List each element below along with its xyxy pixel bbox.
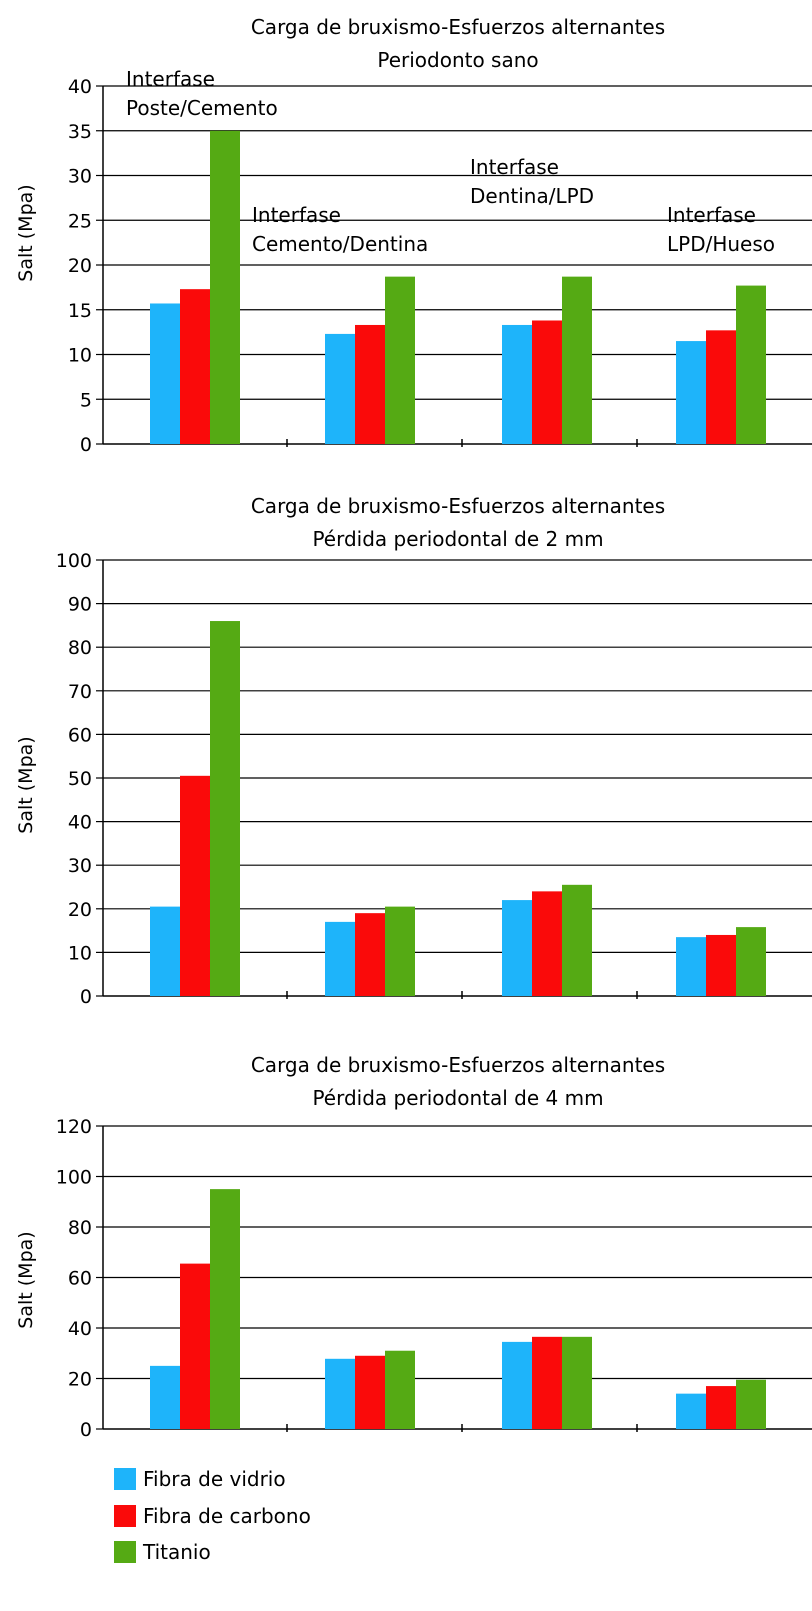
- bar-titanio: [385, 276, 415, 444]
- chart-title-line: Carga de bruxismo-Esfuerzos alternantes: [251, 494, 665, 518]
- y-tick-label: 80: [68, 1217, 92, 1239]
- y-tick-label: 100: [56, 1167, 92, 1189]
- legend-swatch: [114, 1505, 136, 1527]
- bar-titanio: [210, 130, 240, 444]
- bar-fibra-de-carbono: [532, 1336, 562, 1429]
- bar-fibra-de-vidrio: [676, 937, 706, 996]
- chart-title-line: Carga de bruxismo-Esfuerzos alternantes: [251, 1053, 665, 1077]
- bar-fibra-de-vidrio: [676, 1393, 706, 1429]
- y-axis-label: Salt (Mpa): [15, 1231, 37, 1328]
- y-tick-label: 80: [68, 637, 92, 659]
- interface-annotation: Dentina/LPD: [470, 184, 594, 208]
- bar-fibra-de-carbono: [706, 934, 736, 996]
- y-tick-label: 15: [68, 300, 92, 322]
- bar-fibra-de-vidrio: [325, 1358, 355, 1429]
- y-tick-label: 20: [68, 255, 92, 277]
- bar-titanio: [562, 1336, 592, 1429]
- interface-annotation: Interfase: [252, 203, 341, 227]
- y-tick-label: 0: [80, 1419, 92, 1441]
- bar-titanio: [736, 927, 766, 996]
- legend-swatch: [114, 1541, 136, 1563]
- bar-fibra-de-vidrio: [502, 324, 532, 444]
- bar-fibra-de-vidrio: [150, 303, 180, 444]
- legend: Fibra de vidrio Fibra de carbono Titanio: [114, 1467, 311, 1564]
- bar-titanio: [562, 884, 592, 996]
- y-tick-label: 5: [80, 389, 92, 411]
- interface-annotation: Interfase: [667, 203, 756, 227]
- interface-annotation: LPD/Hueso: [667, 232, 775, 256]
- bar-titanio: [210, 621, 240, 996]
- interface-annotation: Cemento/Dentina: [252, 232, 428, 256]
- y-tick-label: 40: [68, 1318, 92, 1340]
- bar-fibra-de-carbono: [532, 320, 562, 444]
- bar-titanio: [385, 906, 415, 996]
- interface-annotation: Interfase: [126, 67, 215, 91]
- bar-fibra-de-carbono: [180, 1263, 210, 1429]
- y-tick-label: 60: [68, 724, 92, 746]
- bar-titanio: [562, 276, 592, 444]
- bar-fibra-de-vidrio: [325, 921, 355, 996]
- chart-title-line: Pérdida periodontal de 2 mm: [312, 527, 603, 551]
- chart-title-line: Pérdida periodontal de 4 mm: [312, 1086, 603, 1110]
- bar-fibra-de-vidrio: [502, 1341, 532, 1429]
- bar-fibra-de-vidrio: [676, 341, 706, 444]
- y-tick-label: 90: [68, 594, 92, 616]
- y-tick-label: 120: [56, 1116, 92, 1138]
- y-axis-label: Salt (Mpa): [15, 736, 37, 833]
- y-tick-label: 0: [80, 434, 92, 456]
- y-tick-label: 10: [68, 942, 92, 964]
- legend-label: Titanio: [142, 1540, 211, 1564]
- interface-annotation: Interfase: [470, 155, 559, 179]
- y-tick-label: 70: [68, 681, 92, 703]
- chart-2: Carga de bruxismo-Esfuerzos alternantes P…: [15, 494, 812, 1008]
- bar-fibra-de-carbono: [180, 289, 210, 444]
- chart-title-line: Carga de bruxismo-Esfuerzos alternantes: [251, 15, 665, 39]
- bar-fibra-de-vidrio: [150, 906, 180, 996]
- y-tick-label: 60: [68, 1268, 92, 1290]
- legend-label: Fibra de vidrio: [143, 1467, 286, 1491]
- bar-fibra-de-vidrio: [150, 1365, 180, 1429]
- bar-fibra-de-carbono: [180, 775, 210, 996]
- y-tick-label: 20: [68, 1369, 92, 1391]
- y-tick-label: 25: [68, 210, 92, 232]
- bar-titanio: [210, 1189, 240, 1429]
- chart-3: Carga de bruxismo-Esfuerzos alternantes P…: [15, 1053, 812, 1441]
- y-tick-label: 40: [68, 812, 92, 834]
- y-tick-label: 10: [68, 345, 92, 367]
- chart-1: Carga de bruxismo-Esfuerzos alternantes P…: [15, 15, 812, 456]
- bar-fibra-de-carbono: [355, 913, 385, 996]
- y-tick-label: 20: [68, 899, 92, 921]
- y-tick-label: 0: [80, 986, 92, 1008]
- bar-fibra-de-carbono: [706, 1386, 736, 1429]
- y-tick-label: 30: [68, 166, 92, 188]
- bar-fibra-de-carbono: [355, 1355, 385, 1429]
- bar-fibra-de-carbono: [532, 891, 562, 996]
- y-tick-label: 40: [68, 76, 92, 98]
- y-tick-label: 100: [56, 550, 92, 572]
- legend-label: Fibra de carbono: [143, 1504, 311, 1528]
- bar-fibra-de-vidrio: [325, 333, 355, 444]
- legend-swatch: [114, 1468, 136, 1490]
- interface-annotation: Poste/Cemento: [126, 96, 278, 120]
- y-tick-label: 50: [68, 768, 92, 790]
- bar-fibra-de-carbono: [355, 324, 385, 444]
- y-axis-label: Salt (Mpa): [15, 184, 37, 281]
- bar-titanio: [736, 285, 766, 444]
- bar-titanio: [736, 1379, 766, 1429]
- y-tick-label: 30: [68, 855, 92, 877]
- bar-fibra-de-vidrio: [502, 900, 532, 996]
- bar-titanio: [385, 1350, 415, 1429]
- y-tick-label: 35: [68, 121, 92, 143]
- chart-title-line: Periodonto sano: [377, 48, 538, 72]
- bar-fibra-de-carbono: [706, 330, 736, 444]
